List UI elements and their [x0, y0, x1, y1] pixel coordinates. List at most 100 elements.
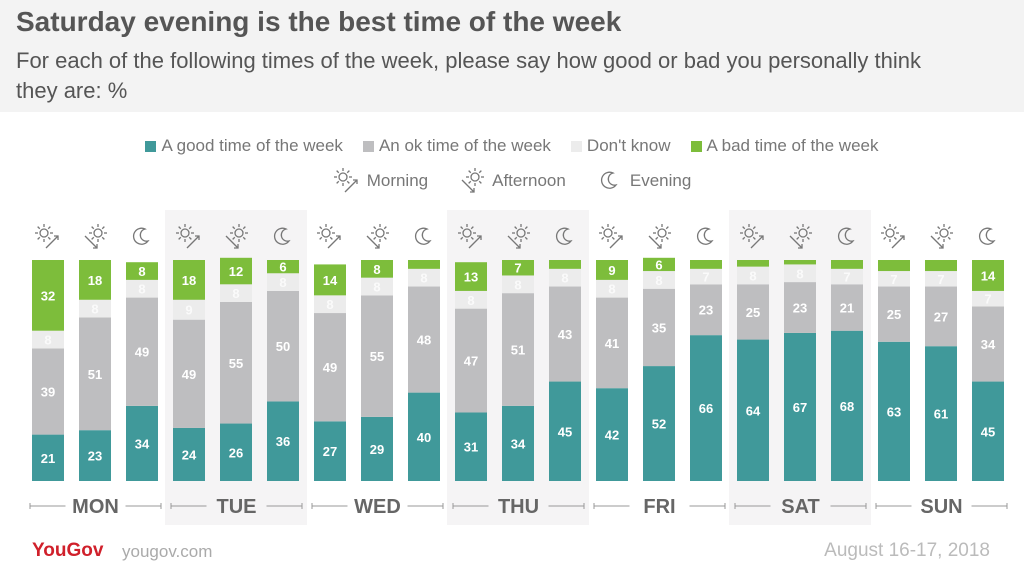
bar-bad [173, 260, 205, 300]
day-axis-mon: MON [29, 496, 162, 518]
bar-bad [314, 264, 346, 296]
data-label: 12 [229, 264, 243, 279]
data-label: 49 [182, 367, 196, 382]
evening-icon [555, 227, 573, 245]
data-label: 6 [279, 260, 286, 275]
data-label: 63 [887, 404, 901, 419]
data-label: 51 [511, 343, 525, 358]
bar-bad [220, 257, 252, 285]
bar-bad [455, 262, 487, 291]
day-axis-sat: SAT [734, 496, 867, 518]
bar-dk [831, 268, 863, 285]
bar-ok [878, 286, 910, 342]
day-label: SUN [920, 496, 962, 518]
morning-icon [333, 168, 358, 193]
data-label: 47 [464, 354, 478, 369]
data-label: 39 [41, 384, 55, 399]
evening-icon [414, 227, 432, 245]
data-label: 8 [420, 271, 427, 286]
afternoon-icon [461, 168, 485, 193]
data-label: 8 [373, 280, 380, 295]
bar-bad [126, 262, 158, 280]
data-label: 8 [44, 333, 51, 348]
bar-dk [502, 275, 534, 294]
day-label: SAT [781, 496, 820, 518]
data-label: 8 [91, 302, 98, 317]
bar-good [173, 427, 205, 481]
data-label: 40 [417, 430, 431, 445]
data-label: 49 [323, 360, 337, 375]
day-label: TUE [217, 496, 257, 518]
time-legend-label: Afternoon [492, 171, 566, 190]
data-label: 36 [276, 434, 290, 449]
data-label: 25 [887, 307, 901, 322]
bar-good [925, 346, 957, 481]
bar-good [972, 381, 1004, 481]
bar-ok [737, 284, 769, 340]
bar-ok [643, 288, 675, 367]
data-label: 27 [934, 309, 948, 324]
bar-bad [79, 260, 111, 300]
bar-good [737, 339, 769, 481]
bar-bad [32, 260, 64, 331]
bar-dk [925, 271, 957, 287]
legend-swatch [362, 140, 374, 152]
bar-bad [690, 260, 722, 269]
morning-icon [35, 224, 59, 249]
bar-dk [972, 290, 1004, 307]
legend-swatch [570, 140, 582, 152]
bar-ok [267, 290, 299, 402]
data-label: 52 [652, 417, 666, 432]
day-axis-fri: FRI [593, 496, 726, 518]
legend-item-dk: Don't know [570, 136, 671, 156]
bar-ok [784, 282, 816, 333]
time-legend-label: Evening [629, 171, 692, 190]
legend-label: A good time of the week [161, 136, 343, 155]
legend: A good time of the week An ok time of the… [0, 136, 1024, 156]
data-label: 23 [793, 301, 807, 316]
time-legend-evening: Evening [596, 168, 691, 194]
afternoon-icon [930, 224, 953, 249]
data-label: 7 [702, 270, 709, 285]
data-label: 23 [699, 303, 713, 318]
bar-dk [314, 295, 346, 314]
data-label: 42 [605, 428, 619, 443]
chart-title: Saturday evening is the best time of the… [16, 6, 622, 37]
bar-good [878, 341, 910, 481]
data-label: 14 [323, 273, 338, 288]
data-label: 14 [981, 268, 996, 283]
bar-good [831, 330, 863, 481]
data-label: 7 [937, 272, 944, 287]
data-label: 24 [182, 447, 197, 462]
bar-dk [220, 284, 252, 302]
legend-item-ok: An ok time of the week [362, 136, 551, 156]
stacked-bar-chart: MON TUE WED THU FRI SAT SUN 21 39 8 32 23 51 8 18 34 49 8… [29, 210, 1008, 525]
bar-good [220, 423, 252, 481]
bar-ok [173, 319, 205, 428]
data-label: 9 [608, 263, 615, 278]
data-label: 49 [135, 345, 149, 360]
bar-good [455, 412, 487, 481]
legend-label: Don't know [586, 136, 671, 155]
data-label: 18 [88, 273, 102, 288]
bar-ok [126, 297, 158, 406]
day-axis-tue: TUE [170, 496, 303, 518]
bar-bad [643, 257, 675, 272]
day-axis-thu: THU [452, 496, 585, 518]
bar-ok [79, 317, 111, 431]
bar-bad [549, 260, 581, 269]
data-label: 8 [561, 271, 568, 286]
bar-dk [784, 264, 816, 283]
data-label: 34 [511, 436, 526, 451]
bar-dk [549, 268, 581, 287]
time-legend-label: Morning [366, 171, 429, 190]
evening-icon [273, 227, 291, 245]
bar-ok [925, 286, 957, 347]
bar-bad [878, 260, 910, 272]
morning-icon [458, 224, 482, 249]
data-label: 8 [796, 266, 803, 281]
yougov-logo: YouGov [32, 540, 104, 561]
data-label: 8 [467, 293, 474, 308]
data-label: 50 [276, 339, 290, 354]
morning-icon [599, 224, 623, 249]
